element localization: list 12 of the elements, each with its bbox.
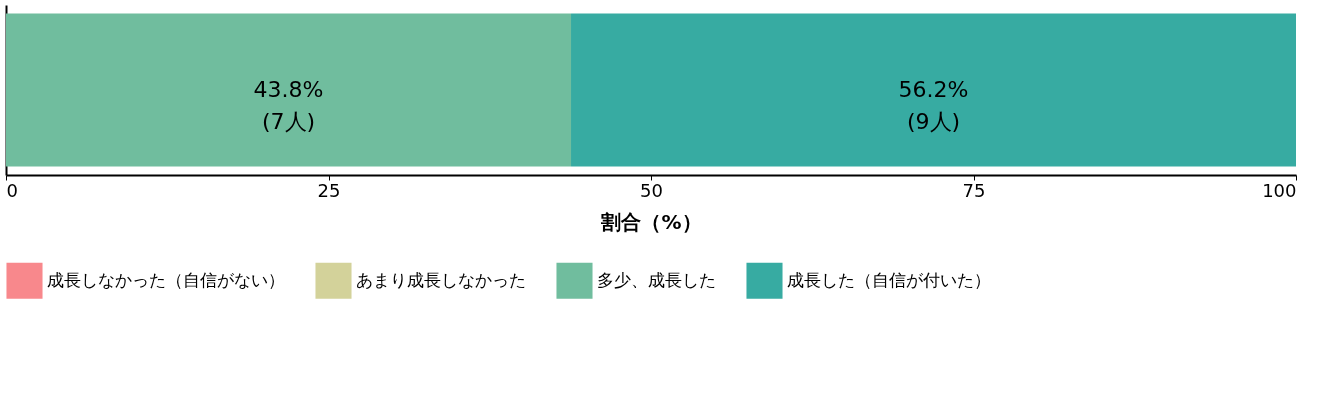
legend-label: 成長しなかった（自信がない）: [47, 269, 285, 290]
legend-label: 成長した（自信が付いた）: [787, 269, 991, 290]
x-tick-label: 0: [6, 179, 18, 201]
legend-label: あまり成長しなかった: [356, 269, 526, 290]
legend-label: 多少、成長した: [597, 269, 716, 290]
x-tick-label: 25: [317, 179, 341, 201]
x-tick-label: 50: [640, 179, 663, 201]
x-tick-label: 100: [1262, 179, 1297, 201]
data-label: 43.8% (7人): [253, 77, 324, 134]
data-label: 56.2% (9人): [898, 77, 969, 134]
x-tick-label: 75: [962, 179, 986, 201]
x-axis-title: 割合（%）: [600, 209, 702, 234]
